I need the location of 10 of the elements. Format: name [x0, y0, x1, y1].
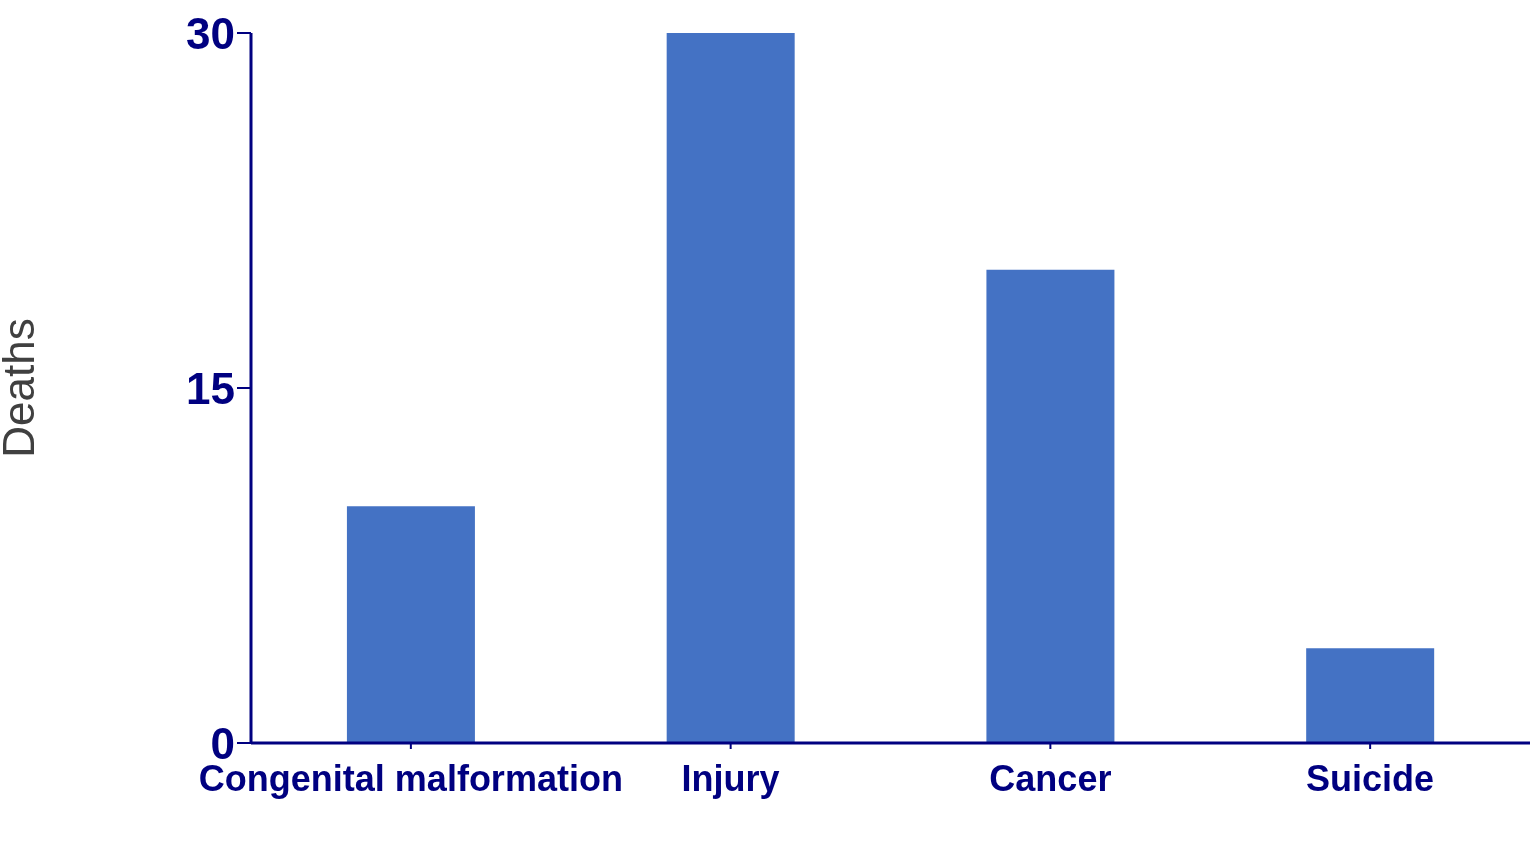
bar [346, 506, 475, 743]
bar [666, 33, 795, 743]
x-tick-label: Cancer [989, 757, 1112, 799]
x-tick-label: Injury [681, 757, 780, 799]
y-axis-title: Deaths [0, 318, 43, 458]
y-tick-label: 30 [186, 8, 235, 58]
bar [986, 269, 1115, 743]
bar [1306, 648, 1435, 743]
y-tick-label: 15 [186, 363, 235, 413]
x-tick-label: Suicide [1306, 757, 1435, 799]
